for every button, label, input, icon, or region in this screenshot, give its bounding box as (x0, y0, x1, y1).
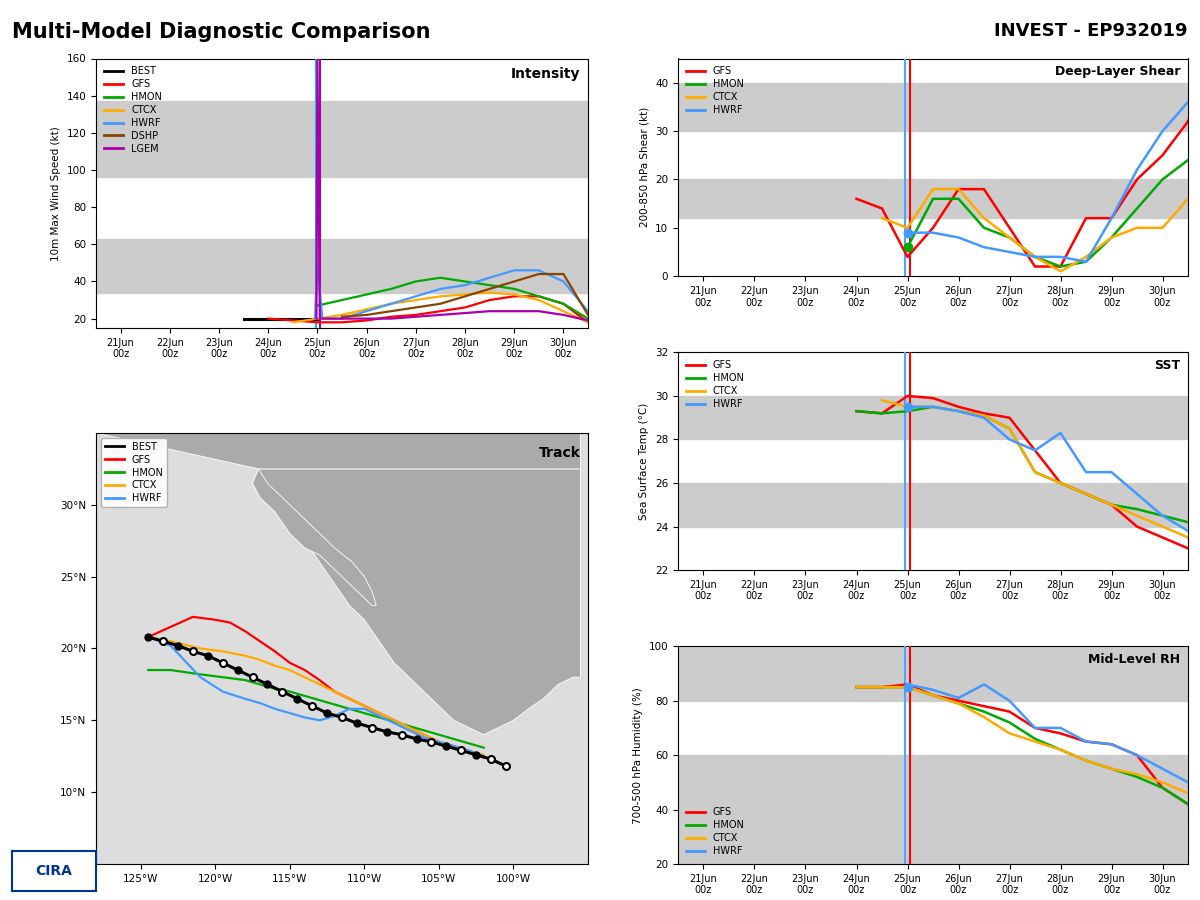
Bar (678, 483, 1188, 526)
Polygon shape (252, 469, 377, 606)
Bar (678, 179, 1188, 218)
Text: Deep-Layer Shear: Deep-Layer Shear (1055, 65, 1181, 78)
Polygon shape (252, 469, 581, 734)
Bar (96, 238, 588, 292)
Text: Intensity: Intensity (511, 67, 581, 81)
Y-axis label: 200-850 hPa Shear (kt): 200-850 hPa Shear (kt) (640, 107, 649, 228)
Bar (678, 646, 1188, 701)
Bar (96, 101, 588, 177)
Y-axis label: 700-500 hPa Humidity (%): 700-500 hPa Humidity (%) (634, 687, 643, 824)
Legend: BEST, GFS, HMON, CTCX, HWRF: BEST, GFS, HMON, CTCX, HWRF (101, 437, 167, 508)
Y-axis label: 10m Max Wind Speed (kt): 10m Max Wind Speed (kt) (50, 126, 61, 261)
Text: CIRA: CIRA (36, 864, 72, 878)
Legend: GFS, HMON, CTCX, HWRF: GFS, HMON, CTCX, HWRF (683, 805, 746, 860)
Bar (678, 396, 1188, 439)
Text: Mid-Level RH: Mid-Level RH (1088, 652, 1181, 666)
Legend: GFS, HMON, CTCX, HWRF: GFS, HMON, CTCX, HWRF (683, 357, 746, 412)
Bar (678, 83, 1188, 131)
Text: INVEST - EP932019: INVEST - EP932019 (995, 22, 1188, 40)
Polygon shape (96, 332, 581, 469)
Y-axis label: Sea Surface Temp (°C): Sea Surface Temp (°C) (640, 402, 649, 520)
Text: SST: SST (1154, 359, 1181, 372)
Bar (678, 755, 1188, 864)
Legend: GFS, HMON, CTCX, HWRF: GFS, HMON, CTCX, HWRF (683, 63, 746, 118)
Text: Multi-Model Diagnostic Comparison: Multi-Model Diagnostic Comparison (12, 22, 431, 42)
Legend: BEST, GFS, HMON, CTCX, HWRF, DSHP, LGEM: BEST, GFS, HMON, CTCX, HWRF, DSHP, LGEM (101, 63, 164, 157)
Text: Track: Track (539, 446, 581, 460)
